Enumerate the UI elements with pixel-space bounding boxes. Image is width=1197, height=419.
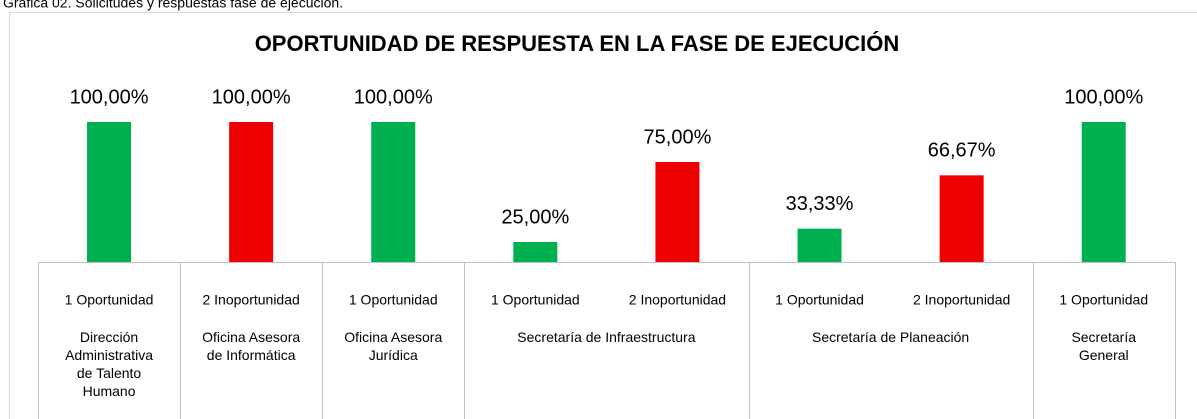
data-label: 75,00% [644,126,712,148]
bar [229,122,274,262]
group-label: Dirección Administrativa de Talento Huma… [65,329,153,399]
caption: Gráfica 02. Solicitudes y respuestas fas… [3,0,343,11]
data-label: 100,00% [70,86,149,108]
x-tick-label: 1 Oportunidad [349,292,438,308]
data-label: 100,00% [1064,86,1143,108]
x-tick-label: 1 Oportunidad [1059,292,1148,308]
x-tick-label: 2 Inoportunidad [913,292,1010,308]
bar [797,228,842,262]
group-label: Secretaría de Planeación [811,329,970,345]
chart-title: OPORTUNIDAD DE RESPUESTA EN LA FASE DE E… [255,31,900,56]
group-label: Secretaría de Infraestructura [517,329,696,345]
x-tick-label: 1 Oportunidad [491,292,580,308]
x-tick-label: 2 Inoportunidad [202,292,299,308]
bar [371,122,416,262]
x-tick-label: 1 Oportunidad [65,292,154,308]
bar [939,175,984,262]
x-tick-label: 2 Inoportunidad [629,292,726,308]
data-label: 33,33% [786,193,854,215]
bar [87,122,132,262]
data-label: 100,00% [212,86,291,108]
bar [513,242,558,262]
chart-border [9,12,1197,419]
bar [1081,122,1126,262]
group-label: Oficina Asesora Jurídica [344,329,443,363]
group-label: Secretaría General [1071,329,1137,363]
data-label: 66,67% [928,140,996,162]
data-label: 100,00% [354,86,433,108]
bar [655,162,700,262]
x-tick-label: 1 Oportunidad [775,292,864,308]
data-label: 25,00% [501,206,569,228]
group-label: Oficina Asesora de Informática [202,329,301,363]
